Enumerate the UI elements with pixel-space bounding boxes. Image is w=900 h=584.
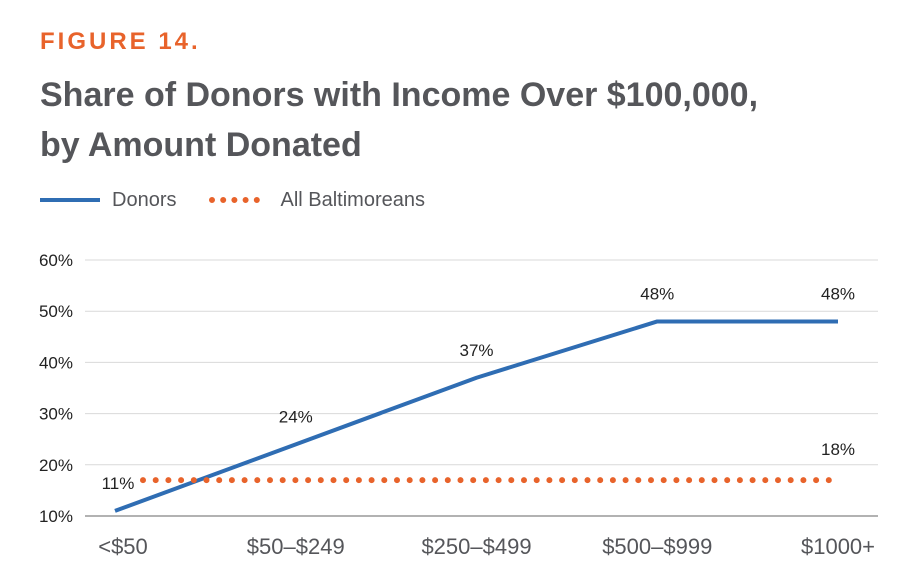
chart-title: Share of Donors with Income Over $100,00… <box>40 76 759 164</box>
legend-label-all-baltimoreans: All Baltimoreans <box>280 188 425 211</box>
data-label: 18% <box>821 440 855 459</box>
y-tick-label: 10% <box>39 507 73 526</box>
data-label: 48% <box>821 284 855 303</box>
x-tick-label: $50–$249 <box>247 534 345 559</box>
data-label: 37% <box>459 341 493 360</box>
y-tick-label: 40% <box>39 353 73 372</box>
series-line-donors <box>114 319 838 513</box>
x-tick-label: $250–$499 <box>421 534 531 559</box>
x-tick-label: <$50 <box>98 534 148 559</box>
legend-swatch-all-baltimoreans <box>209 197 271 203</box>
data-label: 11% <box>102 474 135 493</box>
legend-item-all-baltimoreans: All Baltimoreans <box>208 189 425 212</box>
legend-swatch-donors <box>40 198 100 202</box>
figure-label: FIGURE 14. <box>40 28 201 55</box>
y-tick-label: 20% <box>39 456 73 475</box>
legend: Donors All Baltimoreans <box>40 186 457 214</box>
y-tick-label: 50% <box>39 302 73 321</box>
y-tick-label: 60% <box>39 251 73 270</box>
data-label: 24% <box>279 407 313 426</box>
legend-label-donors: Donors <box>112 188 177 211</box>
y-tick-label: 30% <box>39 405 73 424</box>
x-tick-label: $500–$999 <box>602 534 712 559</box>
data-label: 48% <box>640 284 674 303</box>
x-tick-label: $1000+ <box>801 534 875 559</box>
legend-item-donors: Donors <box>40 189 176 212</box>
